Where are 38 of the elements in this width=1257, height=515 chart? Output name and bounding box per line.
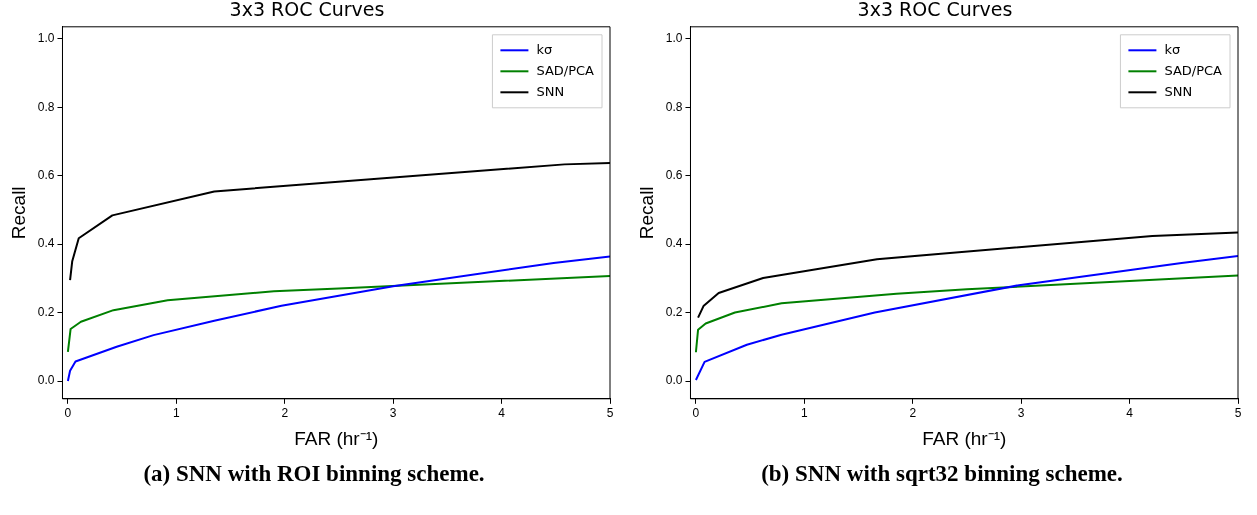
legend-label: kσ	[1164, 41, 1181, 57]
y-axis-title: Recall	[7, 186, 29, 240]
x-tick-label: 4	[1126, 406, 1134, 421]
legend-label: kσ	[536, 41, 553, 57]
x-tick-label: 5	[1234, 406, 1242, 421]
x-tick-label: 1	[172, 406, 180, 421]
y-tick-label: 0.2	[37, 304, 55, 319]
x-tick-label: 1	[800, 406, 808, 421]
x-tick-label: 0	[64, 406, 72, 421]
y-tick-label: 0.0	[37, 373, 55, 388]
x-axis-title: FAR (hr⁻¹)	[922, 427, 1007, 449]
y-tick-label: 1.0	[37, 31, 55, 46]
legend-label: SNN	[1164, 83, 1193, 99]
y-tick-label: 0.4	[37, 236, 55, 251]
legend-label: SAD/PCA	[536, 62, 595, 78]
text: (b) SNN with sqrt32 binning scheme.	[760, 461, 1124, 487]
chart-title: 3x3 ROC Curves	[229, 0, 385, 21]
text: (a) SNN with ROI binning scheme.	[142, 461, 486, 487]
legend-label: SAD/PCA	[1164, 62, 1223, 78]
chart-title: 3x3 ROC Curves	[857, 0, 1013, 21]
x-tick-label: 3	[389, 406, 397, 421]
y-axis-title: Recall	[635, 186, 657, 240]
x-axis-title: FAR (hr⁻¹)	[294, 427, 379, 449]
y-tick-label: 0.6	[665, 167, 683, 182]
y-tick-label: 0.4	[665, 236, 683, 251]
x-tick-label: 4	[498, 406, 506, 421]
y-tick-label: 0.8	[37, 99, 55, 114]
y-tick-label: 0.6	[37, 167, 55, 182]
x-tick-label: 2	[909, 406, 917, 421]
x-tick-label: 0	[692, 406, 700, 421]
y-tick-label: 0.2	[665, 304, 683, 319]
y-tick-label: 0.8	[665, 99, 683, 114]
x-tick-label: 3	[1017, 406, 1025, 421]
y-tick-label: 0.0	[665, 373, 683, 388]
x-tick-label: 5	[606, 406, 614, 421]
x-tick-label: 2	[281, 406, 289, 421]
y-tick-label: 1.0	[665, 31, 683, 46]
legend-label: SNN	[536, 83, 565, 99]
